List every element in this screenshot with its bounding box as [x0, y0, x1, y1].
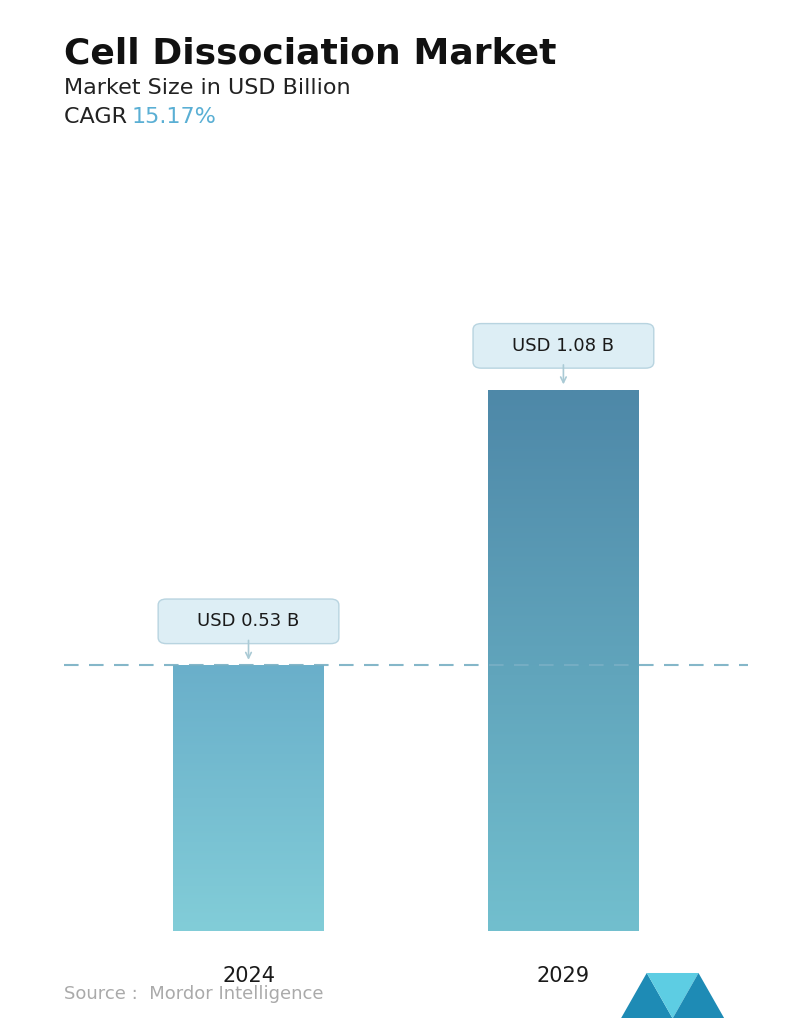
Polygon shape — [646, 973, 699, 1018]
Text: 15.17%: 15.17% — [131, 107, 217, 126]
FancyBboxPatch shape — [158, 599, 339, 643]
Text: USD 1.08 B: USD 1.08 B — [513, 337, 615, 355]
Text: 2029: 2029 — [537, 966, 590, 985]
Text: CAGR: CAGR — [64, 107, 134, 126]
Polygon shape — [673, 973, 724, 1018]
Text: Source :  Mordor Intelligence: Source : Mordor Intelligence — [64, 985, 323, 1003]
Text: USD 0.53 B: USD 0.53 B — [197, 612, 299, 631]
FancyBboxPatch shape — [473, 324, 654, 368]
Text: Market Size in USD Billion: Market Size in USD Billion — [64, 78, 350, 97]
Text: 2024: 2024 — [222, 966, 275, 985]
Text: Cell Dissociation Market: Cell Dissociation Market — [64, 36, 556, 70]
Polygon shape — [621, 973, 673, 1018]
